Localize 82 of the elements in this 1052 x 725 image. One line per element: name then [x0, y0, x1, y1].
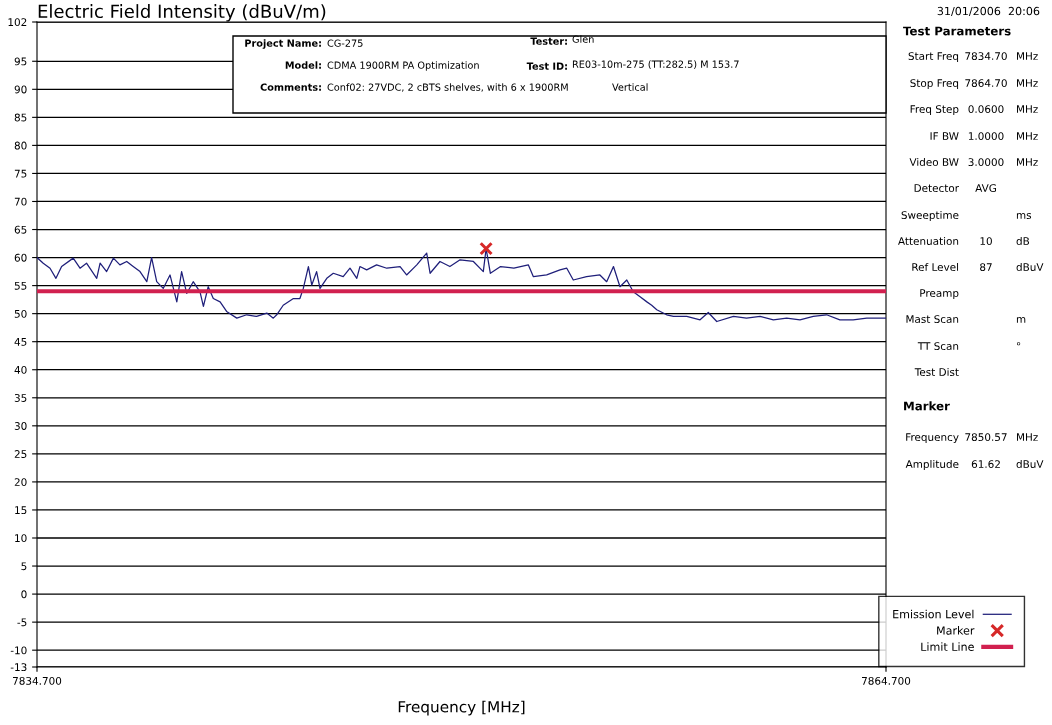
text: Stop Freq [910, 79, 959, 90]
y-tick-label: 5 [21, 562, 27, 571]
y-tick-label: 95 [14, 57, 27, 66]
text: Video BW [909, 157, 959, 167]
text: 1.0000 [968, 132, 1004, 141]
text: Test Parameters [903, 26, 1011, 36]
text: dBuV [1016, 262, 1044, 272]
text: 10 [980, 237, 992, 246]
y-tick-label: -5 [17, 618, 27, 627]
text: Ref Level [912, 262, 959, 272]
y-tick-label: 10 [15, 534, 27, 543]
annotation: RE03-10m-275 (TT:282.5) M 153.7 [572, 60, 739, 69]
text: ° [1016, 342, 1021, 346]
text: MHz [1017, 79, 1038, 87]
annotation: Project Name: [245, 39, 321, 49]
annotation: CDMA 1900RM PA Optimization [327, 61, 479, 71]
text: MHz [1017, 158, 1038, 166]
y-tick-label: 80 [14, 141, 27, 150]
text: Attenuation [898, 236, 959, 246]
text: Amplitude [905, 459, 959, 471]
y-tick-label: 40 [14, 365, 27, 374]
text: IF BW [930, 132, 959, 140]
y-tick-label: 0 [21, 590, 27, 599]
y-tick-label: 15 [15, 506, 27, 515]
text: Sweeptime [901, 210, 959, 222]
text: 3.0000 [968, 158, 1004, 167]
y-tick-label: -13 [10, 663, 27, 672]
text: Freq Step [910, 105, 959, 116]
text: 87 [980, 263, 992, 272]
text: TT Scan [917, 342, 959, 351]
y-tick-label: 55 [14, 281, 27, 290]
text: MHz [1017, 105, 1038, 113]
text: Detector [914, 184, 959, 193]
text: Marker [904, 401, 950, 411]
y-tick-label: 45 [14, 338, 27, 346]
legend-label: Emission Level [893, 609, 974, 619]
y-tick-label: 20 [14, 478, 27, 487]
annotation: Test ID: [526, 62, 567, 70]
y-tick-label: 30 [14, 422, 27, 430]
text: MHz [1017, 52, 1038, 60]
y-tick-label: 102 [8, 18, 27, 27]
y-tick-label: -10 [10, 646, 27, 655]
text: MHz [1017, 132, 1038, 140]
text: Test Dist [914, 367, 959, 377]
y-tick-label: 25 [14, 450, 27, 458]
text: m [1016, 317, 1026, 323]
x-tick-label: 7834.700 [13, 676, 62, 685]
y-tick-label: 60 [14, 253, 27, 262]
y-tick-label: 65 [14, 225, 27, 234]
y-tick-label: 35 [14, 394, 27, 402]
text: 61.62 [971, 460, 1000, 469]
y-tick-label: 75 [14, 169, 27, 178]
text: Mast Scan [906, 315, 959, 324]
text: dBuV [1016, 459, 1044, 469]
text: 7834.70 [965, 52, 1007, 61]
annotation: Comments: [260, 83, 321, 91]
legend-label: Marker [937, 626, 975, 635]
y-tick-label: 70 [14, 197, 27, 206]
annotation: Vertical [612, 83, 648, 91]
annotation: Tester: [530, 37, 567, 45]
y-tick-label: 50 [14, 309, 27, 318]
annotation: Model: [285, 61, 321, 69]
x-tick-label: 7864.700 [862, 676, 911, 685]
text: 31/01/2006 20:06 [937, 6, 1040, 17]
annotation: Conf02: 27VDC, 2 cBTS shelves, with 6 x 1900RM [327, 83, 568, 92]
text: 7864.70 [965, 79, 1007, 88]
text: ms [1016, 213, 1032, 220]
text: Start Freq [908, 52, 959, 63]
y-tick-label: 90 [14, 85, 27, 94]
text: 7850.57 [965, 433, 1007, 442]
text: 0.0600 [968, 105, 1004, 114]
text: Frequency [906, 433, 959, 444]
text: Preamp [920, 289, 959, 300]
y-tick-label: 85 [14, 113, 27, 122]
x-axis-title: Frequency [MHz] [398, 700, 525, 716]
text: MHz [1017, 433, 1038, 441]
legend-label: Limit Line [921, 642, 974, 651]
annotation: CG-275 [327, 39, 363, 47]
text: AVG [975, 184, 996, 193]
text: dB [1016, 236, 1030, 246]
annotation: Glen [572, 35, 594, 43]
chart-title: Electric Field Intensity (dBuV/m) [38, 4, 326, 22]
